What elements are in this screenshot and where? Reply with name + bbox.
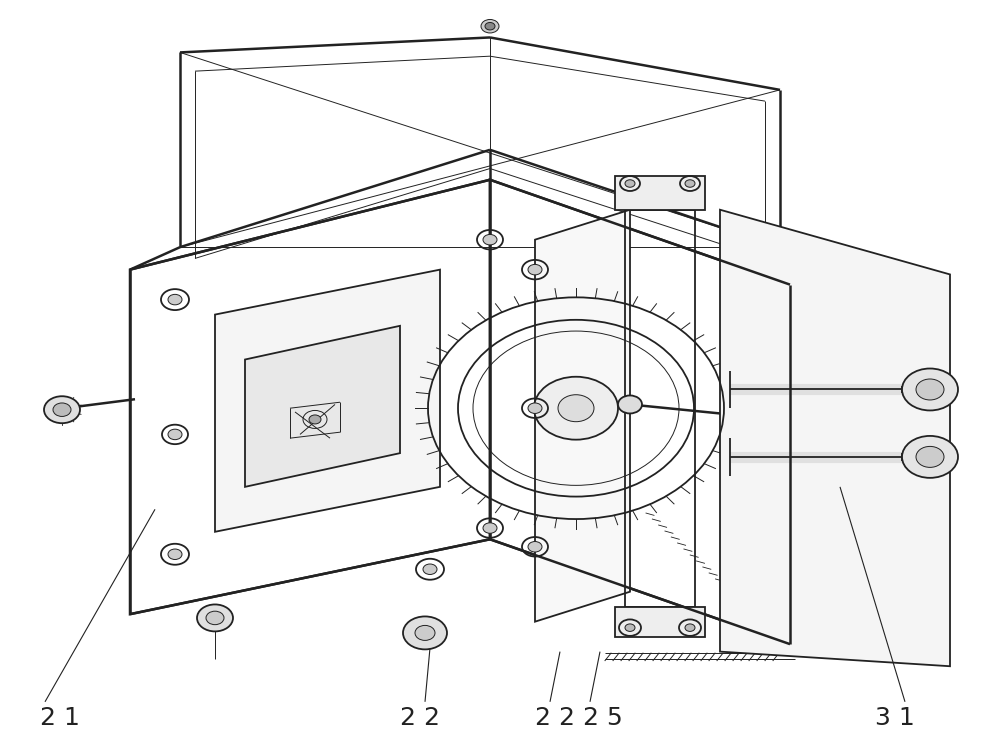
Circle shape (44, 396, 80, 423)
Circle shape (625, 180, 635, 187)
Circle shape (206, 611, 224, 625)
Circle shape (53, 403, 71, 416)
Circle shape (534, 377, 618, 440)
Circle shape (528, 264, 542, 275)
Circle shape (483, 234, 497, 245)
Circle shape (168, 429, 182, 440)
Circle shape (485, 22, 495, 30)
Circle shape (685, 180, 695, 187)
Text: 2 2: 2 2 (400, 706, 440, 730)
Polygon shape (720, 210, 950, 667)
Polygon shape (130, 180, 490, 614)
Circle shape (481, 19, 499, 33)
Circle shape (625, 624, 635, 631)
Circle shape (916, 446, 944, 467)
Polygon shape (615, 607, 705, 637)
Circle shape (528, 542, 542, 552)
Circle shape (916, 379, 944, 400)
Circle shape (423, 564, 437, 574)
Circle shape (168, 294, 182, 305)
Circle shape (902, 369, 958, 410)
Polygon shape (215, 270, 440, 532)
Circle shape (197, 604, 233, 631)
Circle shape (168, 549, 182, 560)
Polygon shape (535, 210, 630, 622)
Polygon shape (615, 176, 705, 210)
Circle shape (618, 395, 642, 413)
Circle shape (528, 403, 542, 413)
Polygon shape (245, 326, 400, 487)
Circle shape (483, 523, 497, 533)
Text: 2 1: 2 1 (40, 706, 80, 730)
Text: 2 2 2 5: 2 2 2 5 (535, 706, 623, 730)
Text: 3 1: 3 1 (875, 706, 915, 730)
Circle shape (902, 436, 958, 478)
Circle shape (403, 616, 447, 649)
Circle shape (415, 625, 435, 640)
Polygon shape (490, 180, 790, 644)
Circle shape (309, 415, 321, 424)
Circle shape (685, 624, 695, 631)
Circle shape (558, 395, 594, 422)
